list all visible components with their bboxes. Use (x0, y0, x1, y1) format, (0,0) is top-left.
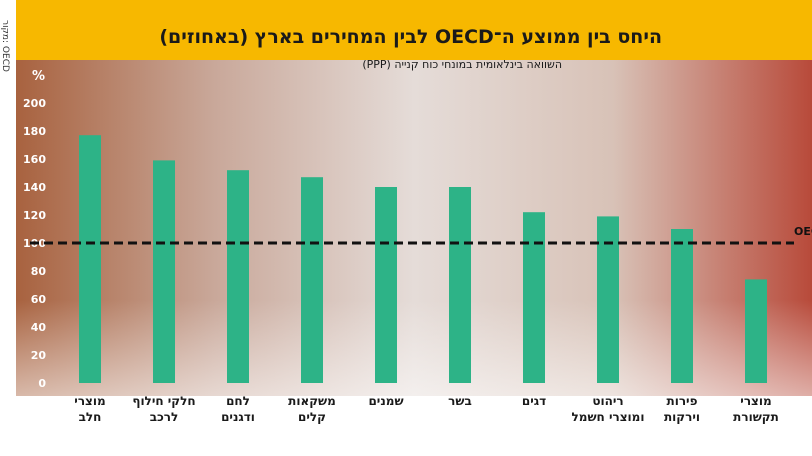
oecd-average-label: ממוצע ה־OECD (794, 225, 812, 238)
chart-subtitle: השוואה בינלאומית במונחי כוח קנייה (PPP) (362, 58, 562, 71)
bar (449, 187, 471, 383)
y-tick-label: 40 (31, 321, 47, 334)
chart-title: היחס בין ממוצע ה־OECD לבין המחירים בארץ … (159, 26, 662, 48)
x-tick-label: לרכב (150, 410, 179, 424)
x-tick-label: מוצרי (740, 394, 771, 408)
x-tick-label: לחם (226, 394, 250, 408)
y-tick-label: 200 (23, 97, 46, 110)
bar (745, 279, 767, 383)
x-tick-label: תקשורת (733, 410, 779, 424)
bar (523, 212, 545, 383)
source-note: מקור: OECD (0, 20, 14, 100)
x-tick-label: וירקות (664, 410, 700, 424)
x-tick-label: שמנים (368, 394, 403, 408)
chart-panel: 020406080100120140160180200% ממוצע ה־OEC… (16, 0, 812, 456)
x-tick-label: ריהוט (592, 394, 623, 408)
x-tick-label: חלב (79, 410, 102, 424)
x-tick-label: משקאות (288, 394, 336, 408)
bar (153, 160, 175, 383)
bar (301, 177, 323, 383)
title-banner (16, 0, 812, 60)
bar (597, 216, 619, 383)
y-tick-label: 140 (23, 181, 46, 194)
y-tick-label: 160 (23, 153, 46, 166)
x-tick-label: מוצרי (74, 394, 105, 408)
y-tick-label: 120 (23, 209, 46, 222)
x-tick-label: בשר (448, 394, 472, 408)
x-tick-label: ומוצרי חשמל (572, 410, 645, 424)
y-tick-label: 80 (31, 265, 47, 278)
x-tick-label: קלים (298, 410, 326, 424)
label-strip (16, 396, 812, 456)
y-tick-label: 60 (31, 293, 47, 306)
source-text: מקור: OECD (0, 20, 10, 72)
y-tick-label: 20 (31, 349, 47, 362)
x-tick-label: ודגנים (221, 410, 255, 424)
x-tick-label: חלקי חילוף (132, 394, 195, 408)
y-tick-label: 180 (23, 125, 46, 138)
y-axis-unit: % (32, 69, 45, 84)
chart-svg: 020406080100120140160180200% ממוצע ה־OEC… (16, 60, 812, 456)
x-tick-label: דגים (522, 394, 546, 408)
bar (79, 135, 101, 383)
bar (227, 170, 249, 383)
bar (671, 229, 693, 383)
x-tick-label: פירות (667, 394, 698, 408)
y-tick-label: 0 (38, 377, 46, 390)
bar (375, 187, 397, 383)
